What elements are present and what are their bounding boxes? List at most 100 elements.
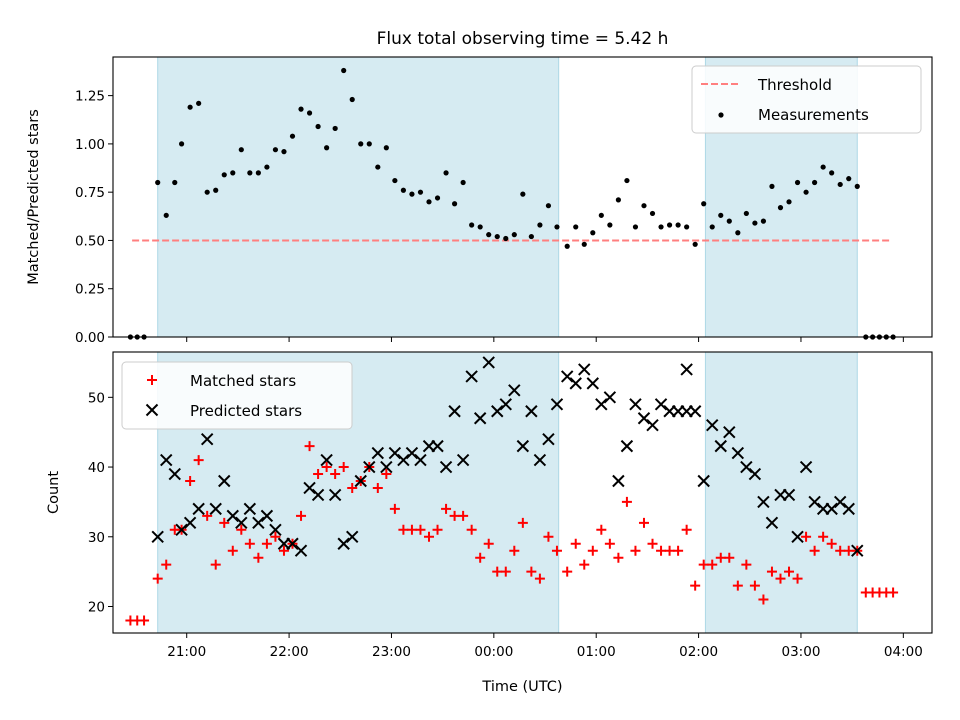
measurement-point: [528, 233, 534, 240]
matched-star-point: [724, 552, 735, 563]
measurement-point: [590, 230, 596, 236]
predicted-star-point: [706, 419, 719, 432]
legend-threshold-label: Threshold: [757, 76, 832, 94]
measurement-point: [837, 181, 843, 188]
measurement-point: [794, 179, 801, 186]
matched-star-point: [749, 580, 760, 591]
y-tick-label: 0.00: [75, 330, 105, 346]
matched-star-point: [210, 559, 221, 570]
matched-star-point: [492, 566, 503, 577]
measurement-point: [486, 232, 492, 238]
measurement-point: [400, 187, 407, 193]
matched-star-point: [398, 524, 409, 535]
measurement-point: [306, 110, 313, 116]
matched-star-point: [741, 559, 752, 570]
matched-star-point: [321, 462, 332, 473]
measurement-point: [573, 224, 579, 230]
predicted-star-point: [482, 356, 495, 369]
predicted-star-point: [252, 516, 265, 530]
predicted-star-point: [508, 384, 521, 397]
measurement-point: [607, 222, 613, 228]
predicted-star-point: [714, 439, 727, 453]
measurement-point: [692, 241, 698, 247]
y-axis-label: Count: [46, 471, 62, 514]
measurement-point: [443, 170, 449, 176]
predicted-star-point: [286, 537, 299, 550]
predicted-star-point: [200, 432, 214, 446]
predicted-star-point: [337, 537, 350, 550]
matched-star-point: [372, 482, 383, 493]
measurement-point: [434, 195, 441, 201]
y-tick-label: 1.25: [75, 89, 105, 105]
measurement-point: [735, 230, 741, 236]
y-tick-label: 0.75: [75, 185, 105, 201]
matched-star-point: [656, 545, 667, 556]
matched-star-point: [441, 503, 452, 514]
legend-box: [691, 65, 922, 134]
matched-star-point: [570, 538, 581, 549]
predicted-star-point: [578, 363, 591, 376]
measurement-point: [803, 189, 809, 195]
matched-star-point: [630, 545, 641, 556]
measurement-point: [289, 133, 296, 139]
measurement-point: [743, 210, 749, 217]
x-tick-label: 21:00: [167, 644, 206, 660]
measurement-point: [178, 141, 185, 147]
predicted-star-point: [765, 516, 779, 530]
matched-star-point: [587, 545, 598, 556]
measurement-point: [358, 141, 364, 147]
matched-star-point: [330, 469, 341, 480]
measurement-point: [494, 233, 500, 240]
predicted-star-point: [388, 446, 402, 460]
measurement-point: [238, 147, 244, 153]
y-tick-label: 0.50: [75, 233, 105, 249]
predicted-star-point: [757, 495, 770, 509]
measurement-point: [769, 183, 775, 189]
measurement-point: [786, 199, 792, 205]
measurement-point: [392, 177, 398, 184]
predicted-star-point: [160, 453, 173, 467]
predicted-star-point: [397, 453, 410, 467]
predicted-star-point: [346, 530, 359, 543]
predicted-star-point: [799, 460, 813, 474]
predicted-star-point: [414, 453, 427, 467]
predicted-star-point: [303, 481, 316, 495]
measurement-point: [760, 218, 767, 224]
predicted-star-point: [226, 509, 239, 523]
measurement-point: [196, 100, 202, 106]
measurement-point: [666, 222, 673, 228]
matched-star-point: [621, 496, 632, 507]
legend-box: [121, 361, 353, 430]
measurement-point: [409, 191, 415, 197]
measurement-point: [503, 235, 509, 242]
predicted-star-point: [183, 516, 197, 530]
measurement-point: [349, 96, 355, 103]
measurement-point: [324, 145, 330, 151]
x-tick-label: 23:00: [372, 644, 411, 660]
measurement-point: [477, 224, 483, 230]
predicted-star-point: [525, 405, 538, 418]
measurement-point: [545, 203, 552, 209]
measurement-point: [366, 141, 372, 147]
matched-star-point: [551, 545, 562, 556]
measurement-point: [537, 222, 543, 228]
matched-star-point: [604, 538, 615, 549]
matched-star-point: [647, 538, 658, 549]
predicted-star-point: [748, 467, 762, 481]
matched-star-point: [835, 545, 846, 556]
measurement-point: [281, 149, 287, 155]
matched-star-point: [278, 545, 289, 556]
predicted-star-point: [465, 370, 478, 383]
predicted-star-point: [550, 398, 564, 411]
legend-matched-swatch: [147, 375, 157, 385]
matched-star-point: [681, 524, 692, 535]
measurement-point: [829, 170, 835, 176]
y-tick-label: 1.00: [75, 137, 105, 153]
matched-star-point: [792, 573, 803, 584]
measurement-point: [701, 201, 707, 207]
measurement-point: [709, 224, 715, 230]
matched-star-point: [543, 531, 554, 542]
measurement-point: [511, 232, 517, 238]
matched-star-point: [758, 594, 769, 605]
matched-star-point: [219, 517, 230, 528]
